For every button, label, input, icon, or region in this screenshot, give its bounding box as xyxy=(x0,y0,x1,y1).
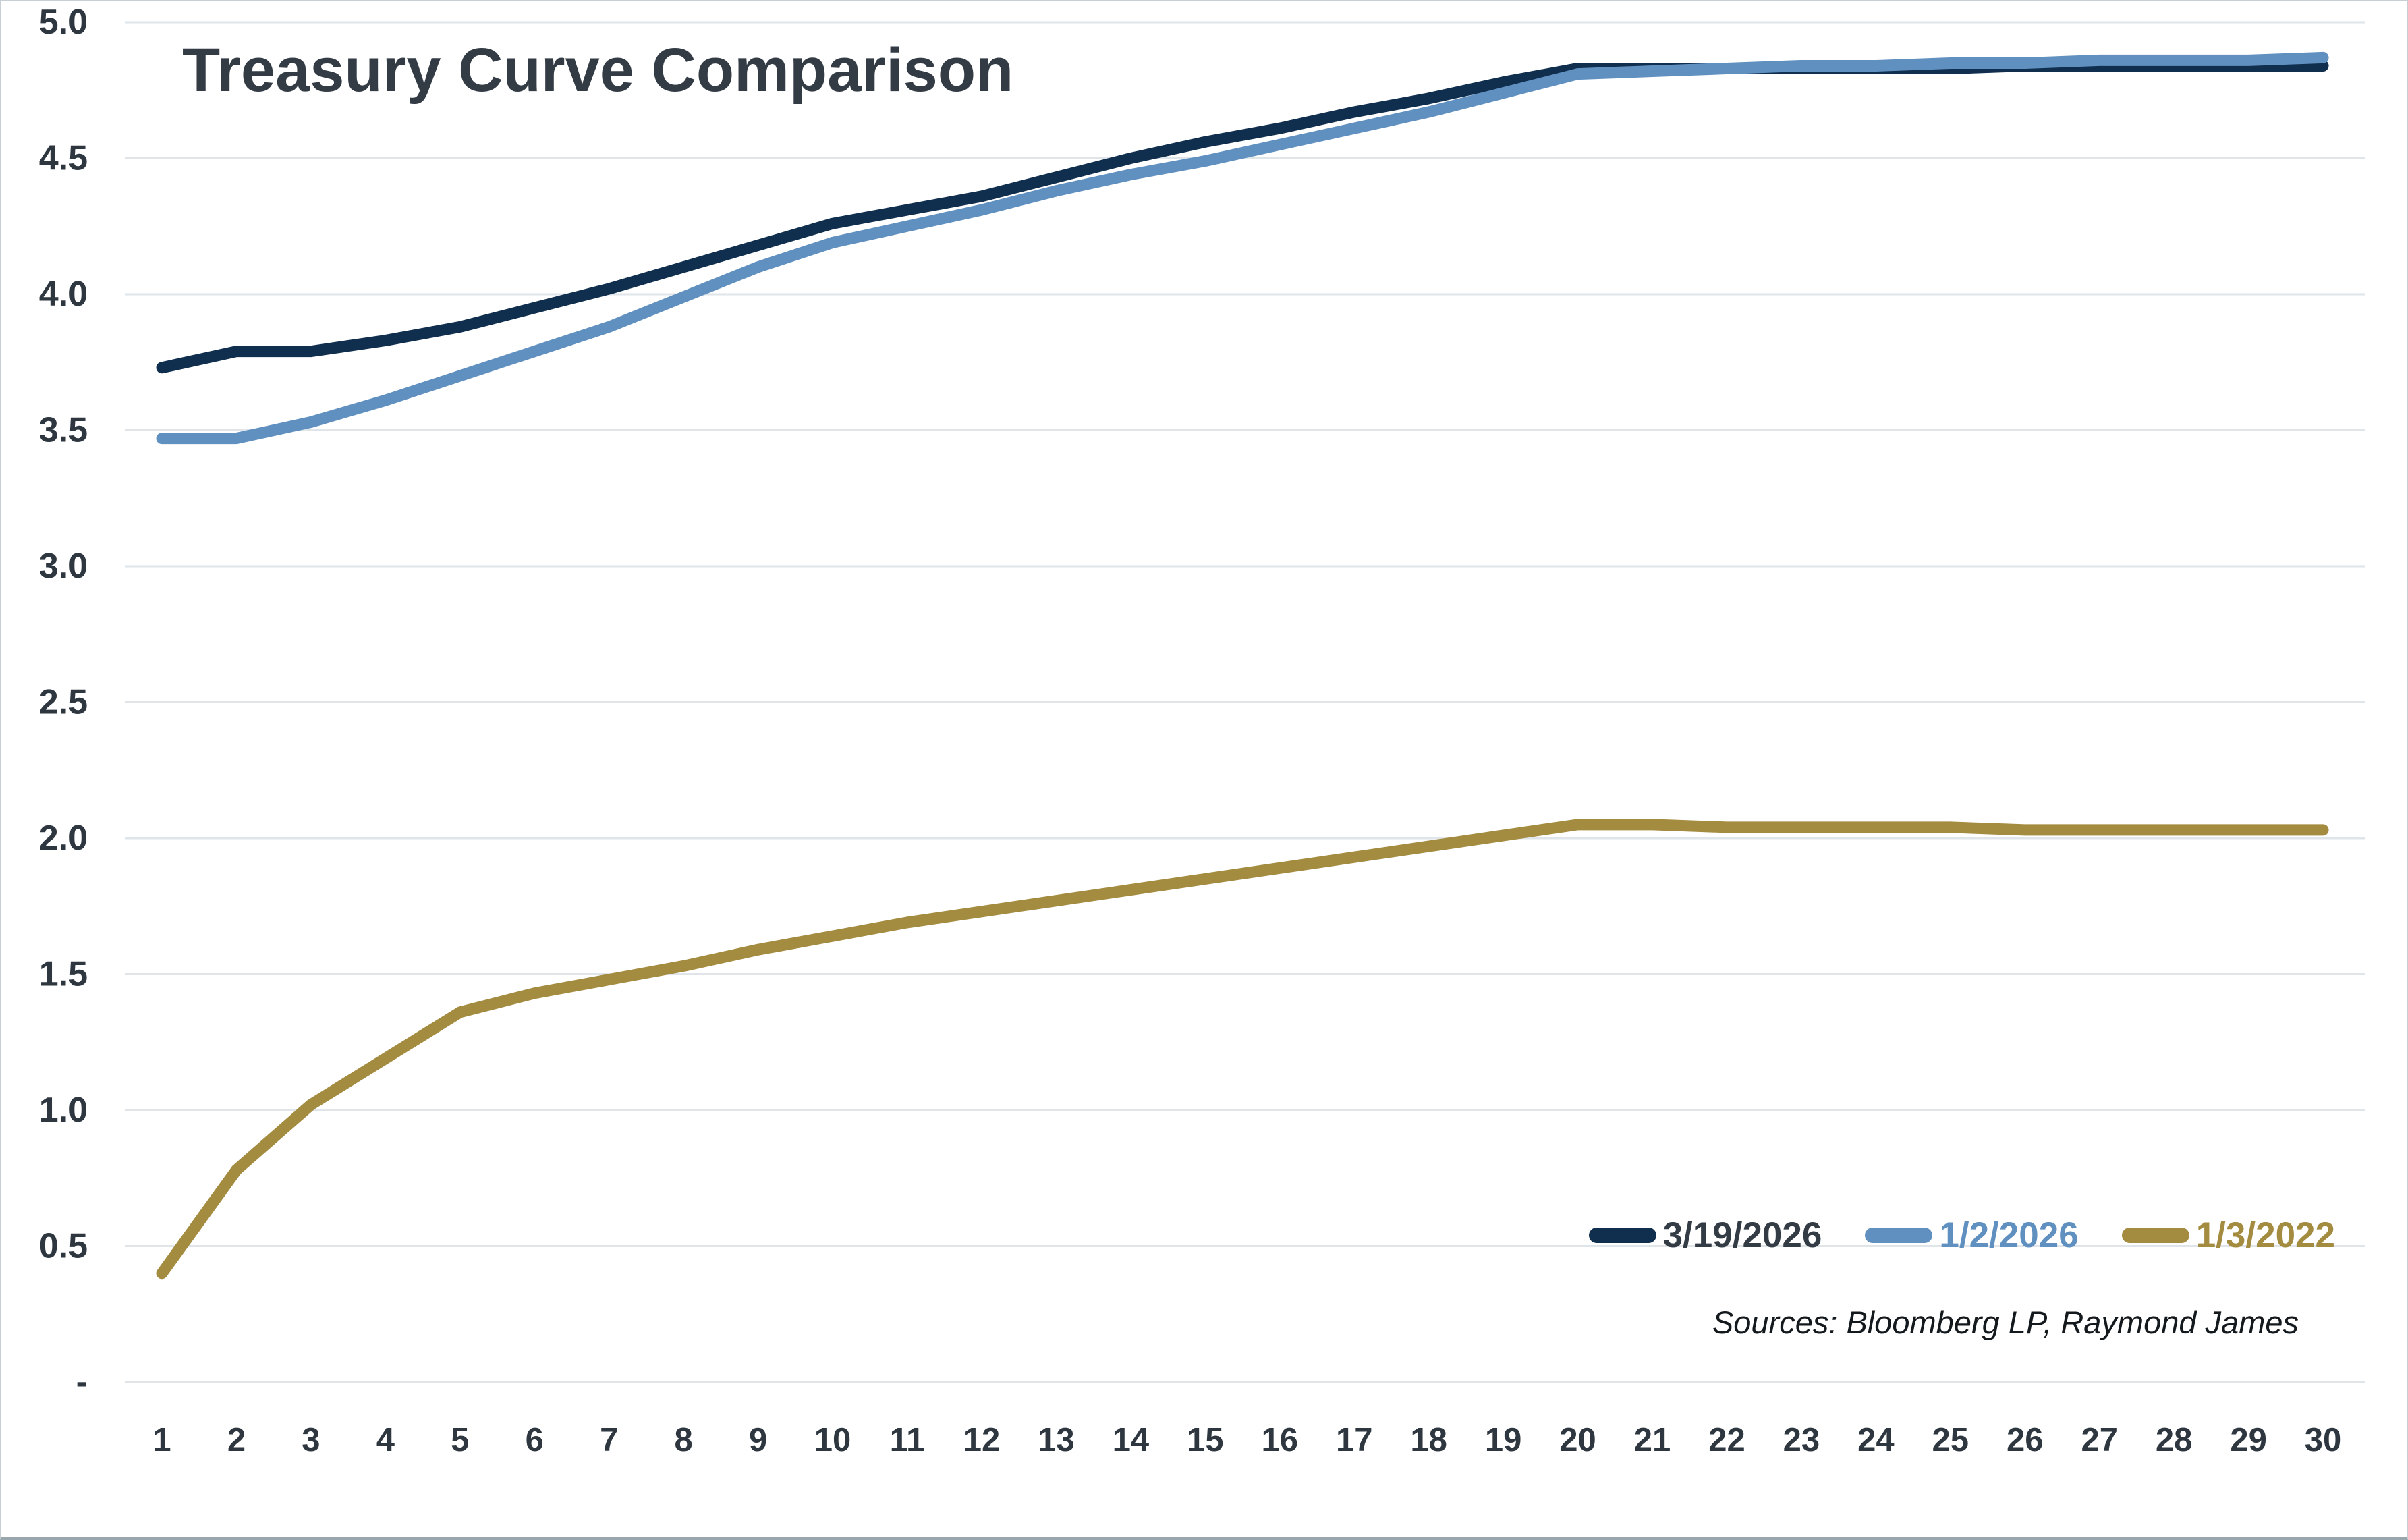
x-axis-tick-label: 8 xyxy=(675,1422,693,1458)
x-axis-tick-label: 23 xyxy=(1783,1422,1820,1458)
x-axis-tick-label: 9 xyxy=(749,1422,767,1458)
x-axis-tick-label: 20 xyxy=(1559,1422,1596,1458)
series-line-3-19-2026 xyxy=(156,59,2329,374)
chart-legend: 3/19/2026 1/2/2026 1/3/2022 xyxy=(1588,1215,2335,1256)
x-axis-tick-label: 19 xyxy=(1485,1422,1522,1458)
chart-title: Treasury Curve Comparison xyxy=(182,36,1014,105)
x-axis-tick-label: 2 xyxy=(227,1422,246,1458)
x-axis-tick-label: 12 xyxy=(963,1422,1001,1458)
y-axis-tick-label: 3.5 xyxy=(39,411,88,450)
x-axis-tick-label: 18 xyxy=(1410,1422,1447,1458)
y-axis-tick-label: 3.0 xyxy=(39,547,88,586)
x-axis-tick-label: 26 xyxy=(2007,1422,2044,1458)
legend-item-3-19-2026: 3/19/2026 xyxy=(1588,1215,1822,1256)
x-axis-tick-label: 21 xyxy=(1634,1422,1671,1458)
x-axis-tick-label: 24 xyxy=(1857,1422,1895,1458)
x-axis-tick-label: 10 xyxy=(814,1422,851,1458)
x-axis-tick-label: 16 xyxy=(1261,1422,1298,1458)
y-axis-tick-label: 1.5 xyxy=(39,955,88,994)
x-axis-tick-label: 5 xyxy=(451,1422,469,1458)
legend-label-1-3-2022: 1/3/2022 xyxy=(2195,1215,2335,1255)
x-axis-tick-label: 25 xyxy=(1932,1422,1969,1458)
y-axis-tick-label: 5.0 xyxy=(39,3,88,42)
series-line-1-2-2026 xyxy=(156,51,2329,445)
legend-swatch-navy-icon xyxy=(1588,1228,1656,1243)
legend-item-1-2-2026: 1/2/2026 xyxy=(1865,1215,2079,1256)
y-axis-tick-label: 4.0 xyxy=(39,275,88,314)
y-axis-tick-label: - xyxy=(76,1363,88,1402)
series-line-1-3-2022 xyxy=(156,819,2329,1280)
x-axis-tick-label: 1 xyxy=(152,1422,171,1458)
x-axis-tick-label: 11 xyxy=(890,1422,925,1458)
source-note: Sources: Bloomberg LP, Raymond James xyxy=(1712,1304,2299,1340)
x-axis-tick-label: 7 xyxy=(600,1422,618,1458)
y-axis-tick-label: 1.0 xyxy=(39,1091,88,1130)
legend-label-1-2-2026: 1/2/2026 xyxy=(1939,1215,2079,1255)
y-axis-tick-label: 2.0 xyxy=(39,819,88,858)
x-axis-tick-label: 22 xyxy=(1708,1422,1745,1458)
x-axis-tick-label: 6 xyxy=(526,1422,544,1458)
x-axis-tick-label: 28 xyxy=(2156,1422,2193,1458)
legend-label-3-19-2026: 3/19/2026 xyxy=(1662,1215,1822,1255)
x-axis-tick-label: 17 xyxy=(1336,1422,1373,1458)
y-axis-tick-label: 4.5 xyxy=(39,139,88,178)
x-axis-tick-label: 30 xyxy=(2305,1422,2342,1458)
x-axis-tick-label: 14 xyxy=(1113,1422,1150,1458)
legend-swatch-gold-icon xyxy=(2121,1228,2189,1243)
y-axis-tick-label: 0.5 xyxy=(39,1227,88,1266)
x-axis-tick-label: 15 xyxy=(1187,1422,1224,1458)
y-axis-tick-label: 2.5 xyxy=(39,683,88,722)
x-axis-tick-label: 29 xyxy=(2230,1422,2267,1458)
legend-swatch-blue-icon xyxy=(1865,1228,1933,1243)
legend-item-1-3-2022: 1/3/2022 xyxy=(2121,1215,2335,1256)
x-axis-tick-label: 3 xyxy=(302,1422,320,1458)
x-axis-tick-label: 4 xyxy=(376,1422,395,1458)
x-axis-tick-label: 13 xyxy=(1038,1422,1075,1458)
x-axis-tick-label: 27 xyxy=(2081,1422,2118,1458)
